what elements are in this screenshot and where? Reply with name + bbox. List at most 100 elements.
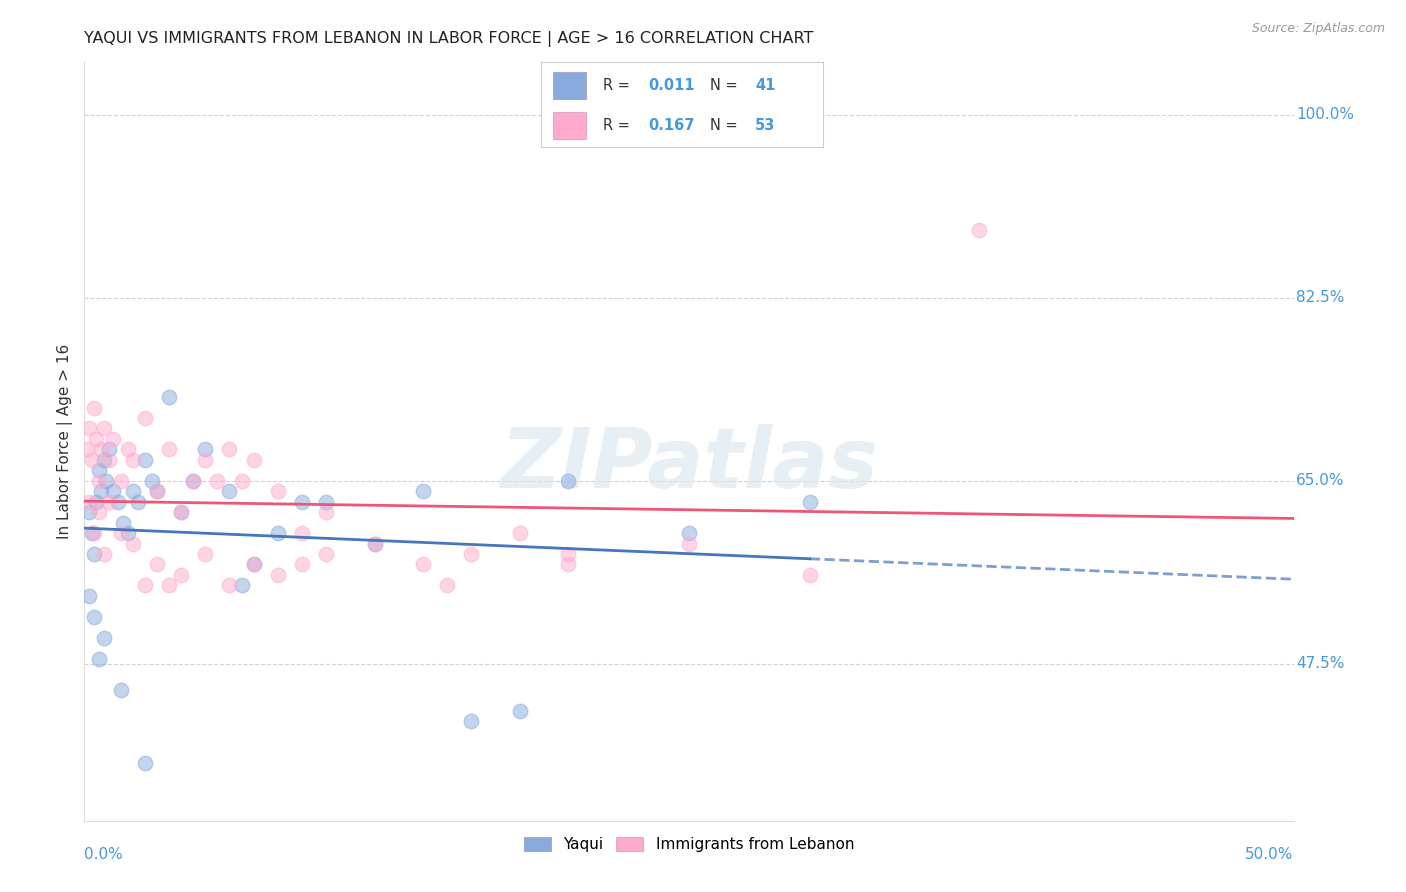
Point xyxy=(146,484,169,499)
Point xyxy=(107,494,129,508)
Point xyxy=(194,453,217,467)
Point xyxy=(157,578,180,592)
Point xyxy=(557,474,579,488)
Point xyxy=(436,578,458,592)
Point xyxy=(80,526,103,541)
Point xyxy=(87,474,110,488)
Point xyxy=(93,421,115,435)
Point xyxy=(110,682,132,697)
Point xyxy=(181,474,204,488)
Point xyxy=(218,442,240,457)
FancyBboxPatch shape xyxy=(553,71,586,99)
Text: 0.011: 0.011 xyxy=(648,78,695,93)
Point xyxy=(87,463,110,477)
Point xyxy=(97,453,120,467)
Point xyxy=(218,484,240,499)
Point xyxy=(83,547,105,561)
Text: 0.167: 0.167 xyxy=(648,118,695,133)
Point xyxy=(799,567,821,582)
Point xyxy=(93,631,115,645)
Point xyxy=(87,505,110,519)
Text: 41: 41 xyxy=(755,78,775,93)
Text: 53: 53 xyxy=(755,118,775,133)
Y-axis label: In Labor Force | Age > 16: In Labor Force | Age > 16 xyxy=(58,344,73,539)
Point xyxy=(77,505,100,519)
Point xyxy=(967,223,990,237)
Point xyxy=(86,494,108,508)
Point xyxy=(94,474,117,488)
Point xyxy=(799,494,821,508)
Point xyxy=(509,704,531,718)
Point xyxy=(157,390,180,404)
Point xyxy=(231,578,253,592)
Point xyxy=(170,505,193,519)
Point xyxy=(267,484,290,499)
Text: Source: ZipAtlas.com: Source: ZipAtlas.com xyxy=(1251,22,1385,36)
Point xyxy=(83,609,105,624)
Point xyxy=(678,536,700,550)
Point xyxy=(267,526,290,541)
Point xyxy=(121,453,143,467)
Point xyxy=(291,494,314,508)
Point xyxy=(146,484,169,499)
Text: 65.0%: 65.0% xyxy=(1296,474,1344,488)
Text: 0.0%: 0.0% xyxy=(84,847,124,863)
Point xyxy=(291,526,314,541)
Point xyxy=(127,494,149,508)
Point xyxy=(242,558,264,572)
Point xyxy=(170,505,193,519)
Point xyxy=(134,453,156,467)
Point xyxy=(77,494,100,508)
Point xyxy=(157,442,180,457)
Point xyxy=(77,589,100,603)
Point xyxy=(93,547,115,561)
FancyBboxPatch shape xyxy=(553,112,586,139)
Point xyxy=(218,578,240,592)
Point xyxy=(291,558,314,572)
Point xyxy=(103,484,125,499)
Point xyxy=(83,526,105,541)
Point xyxy=(76,442,98,457)
Point xyxy=(242,558,264,572)
Point xyxy=(117,442,139,457)
Point xyxy=(134,756,156,771)
Text: YAQUI VS IMMIGRANTS FROM LEBANON IN LABOR FORCE | AGE > 16 CORRELATION CHART: YAQUI VS IMMIGRANTS FROM LEBANON IN LABO… xyxy=(84,31,814,47)
Point xyxy=(134,578,156,592)
Point xyxy=(242,453,264,467)
Point xyxy=(557,558,579,572)
Text: R =: R = xyxy=(603,78,634,93)
Point xyxy=(97,442,120,457)
Point xyxy=(315,547,337,561)
Point xyxy=(80,453,103,467)
Point xyxy=(363,536,385,550)
Point xyxy=(315,494,337,508)
Point xyxy=(90,442,112,457)
Point xyxy=(460,547,482,561)
Point xyxy=(231,474,253,488)
Point xyxy=(170,567,193,582)
Point xyxy=(315,505,337,519)
Point xyxy=(557,547,579,561)
Point xyxy=(97,494,120,508)
Point xyxy=(141,474,163,488)
Point xyxy=(87,651,110,665)
Point xyxy=(110,526,132,541)
Point xyxy=(363,536,385,550)
Text: N =: N = xyxy=(710,118,742,133)
Point xyxy=(77,421,100,435)
Point xyxy=(267,567,290,582)
Point xyxy=(93,453,115,467)
Text: 82.5%: 82.5% xyxy=(1296,290,1344,305)
Text: R =: R = xyxy=(603,118,634,133)
Point xyxy=(194,547,217,561)
Point xyxy=(194,442,217,457)
Point xyxy=(121,536,143,550)
Point xyxy=(90,484,112,499)
Point xyxy=(121,484,143,499)
Point xyxy=(134,411,156,425)
Point xyxy=(460,714,482,729)
Point xyxy=(678,526,700,541)
Text: 100.0%: 100.0% xyxy=(1296,107,1354,122)
Point xyxy=(110,474,132,488)
Point xyxy=(112,516,135,530)
